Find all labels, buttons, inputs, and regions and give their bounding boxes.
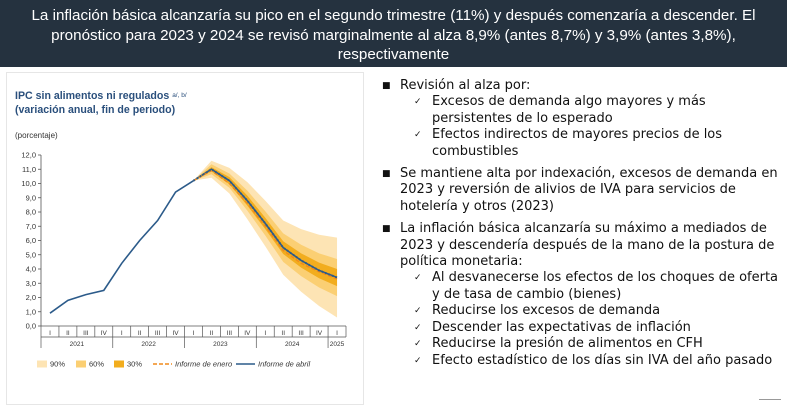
- header-line-3: respectivamente: [337, 46, 450, 63]
- legend-label: 60%: [89, 360, 104, 369]
- bullet-text: La inflación básica alcanzaría su máximo…: [400, 221, 775, 270]
- x-quarter-label: I: [264, 330, 266, 337]
- bullet-list: ■ Revisión al alza por: ✓ Excesos de demand…: [378, 78, 778, 375]
- x-quarter-label: I: [193, 330, 195, 337]
- sub-bullet-item: ✓ Reducirse la presión de alimentos en CF…: [400, 336, 778, 352]
- x-quarter-label: I: [49, 330, 51, 337]
- bullet-item: ■ La inflación básica alcanzaría su máxim…: [378, 221, 778, 369]
- sub-bullet-item: ✓ Al desvanecerse los efectos de los choq…: [400, 270, 778, 303]
- chart-subtitle: (variación anual, fin de periodo): [15, 104, 176, 116]
- bullet-text: Se mantiene alta por indexación, excesos…: [400, 166, 778, 214]
- y-tick-label: 5,0: [26, 250, 36, 259]
- check-icon: ✓: [414, 273, 422, 284]
- y-tick-label: 1,0: [26, 307, 36, 316]
- y-tick-label: 9,0: [26, 193, 36, 202]
- legend-label: Informe de abril: [258, 360, 310, 369]
- x-year-label: 2025: [330, 341, 345, 348]
- corner-mark: [759, 399, 781, 405]
- series-line-forecast-dotted: [192, 168, 338, 279]
- legend-label: 30%: [127, 360, 142, 369]
- check-icon: ✓: [414, 355, 422, 366]
- check-icon: ✓: [414, 339, 422, 350]
- sub-bullet-item: ✓ Excesos de demanda algo mayores y más p…: [400, 94, 778, 127]
- bullet-text: Revisión al alza por:: [400, 78, 531, 93]
- square-bullet-icon: ■: [382, 81, 391, 91]
- sub-bullet-text: Excesos de demanda algo mayores y más pe…: [432, 94, 706, 126]
- sub-bullet-text: Efectos indirectos de mayores precios de…: [432, 127, 723, 159]
- sub-bullet-text: Efecto estadístico de los días sin IVA d…: [432, 352, 773, 368]
- chart-unit-label: (porcentaje): [15, 131, 58, 140]
- sub-bullet-text: Reducirse los excesos de demanda: [432, 303, 661, 319]
- chart-title: IPC sin alimentos ni regulados: [15, 90, 170, 102]
- sub-bullet-item: ✓ Descender las expectativas de inflación: [400, 320, 778, 336]
- fan-band-90: [193, 160, 338, 318]
- header-line-1: La inflación básica alcanzaría su pico e…: [31, 7, 756, 24]
- legend-label: Informe de enero: [175, 360, 232, 369]
- x-quarter-label: II: [210, 330, 214, 337]
- check-icon: ✓: [414, 97, 422, 108]
- x-year-label: 2022: [141, 341, 156, 348]
- y-tick-label: 10,0: [21, 179, 36, 188]
- y-tick-label: 7,0: [26, 222, 36, 231]
- x-quarter-label: IV: [244, 330, 251, 337]
- header-line-2: pronóstico para 2023 y 2024 se revisó ma…: [51, 26, 736, 44]
- sub-bullet-item: ✓ Reducirse los excesos de demanda: [400, 303, 778, 319]
- sub-bullet-text: Al desvanecerse los efectos de los choqu…: [432, 270, 779, 302]
- sub-bullet-item: ✓ Efectos indirectos de mayores precios d…: [400, 127, 778, 160]
- y-tick-label: 4,0: [26, 265, 36, 274]
- check-icon: ✓: [414, 130, 422, 141]
- legend-swatch: [37, 360, 47, 368]
- legend-swatch: [114, 360, 124, 368]
- sub-bullet-text: Descender las expectativas de inflación: [432, 319, 691, 335]
- x-quarter-label: II: [66, 330, 70, 337]
- x-quarter-label: IV: [316, 330, 323, 337]
- x-quarter-label: III: [298, 330, 304, 337]
- check-icon: ✓: [414, 322, 422, 333]
- square-bullet-icon: ■: [382, 224, 391, 235]
- x-quarter-label: III: [227, 330, 233, 337]
- x-quarter-label: IV: [101, 330, 108, 337]
- x-quarter-label: II: [138, 330, 142, 337]
- bullet-item: ■ Revisión al alza por: ✓ Excesos de demand…: [378, 78, 778, 160]
- square-bullet-icon: ■: [382, 169, 391, 180]
- chart-panel: IPC sin alimentos ni regulados a/, b/ (v…: [6, 72, 364, 405]
- check-icon: ✓: [414, 306, 422, 317]
- chart-title-block: IPC sin alimentos ni regulados a/, b/ (v…: [15, 89, 187, 117]
- y-tick-label: 12,0: [21, 151, 36, 160]
- x-quarter-label: I: [121, 330, 123, 337]
- bullet-item: ■ Se mantiene alta por indexación, exceso…: [378, 166, 778, 215]
- x-quarter-label: III: [155, 330, 161, 337]
- y-tick-label: 2,0: [26, 293, 36, 302]
- x-quarter-label: II: [281, 330, 285, 337]
- fan-chart: 0,0 1,0 2,0 3,0 4,0 5,0 6,0 7,0 8,0 9,0 10,0 11,0 12…: [21, 151, 347, 369]
- x-quarter-label: III: [83, 330, 89, 337]
- y-tick-label: 6,0: [26, 236, 36, 245]
- legend-swatch: [76, 360, 86, 368]
- series-line-informe-enero: [193, 169, 338, 280]
- y-tick-label: 3,0: [26, 279, 36, 288]
- x-year-label: 2024: [285, 341, 300, 348]
- slide-header: La inflación básica alcanzaría su pico e…: [0, 0, 787, 67]
- y-tick-label: 11,0: [22, 165, 36, 174]
- x-quarter-label: I: [336, 330, 338, 337]
- x-quarter-label: IV: [172, 330, 179, 337]
- x-year-label: 2023: [213, 341, 228, 348]
- chart-title-footnote: a/, b/: [172, 92, 187, 99]
- x-year-label: 2021: [70, 341, 85, 348]
- y-tick-label: 8,0: [26, 208, 36, 217]
- fan-band-60: [193, 164, 338, 297]
- sub-bullet-item: ✓ Efecto estadístico de los días sin IVA …: [400, 353, 778, 369]
- y-tick-label: 0,0: [26, 322, 36, 331]
- sub-bullet-text: Reducirse la presión de alimentos en CFH: [432, 336, 703, 352]
- legend-label: 90%: [50, 360, 65, 369]
